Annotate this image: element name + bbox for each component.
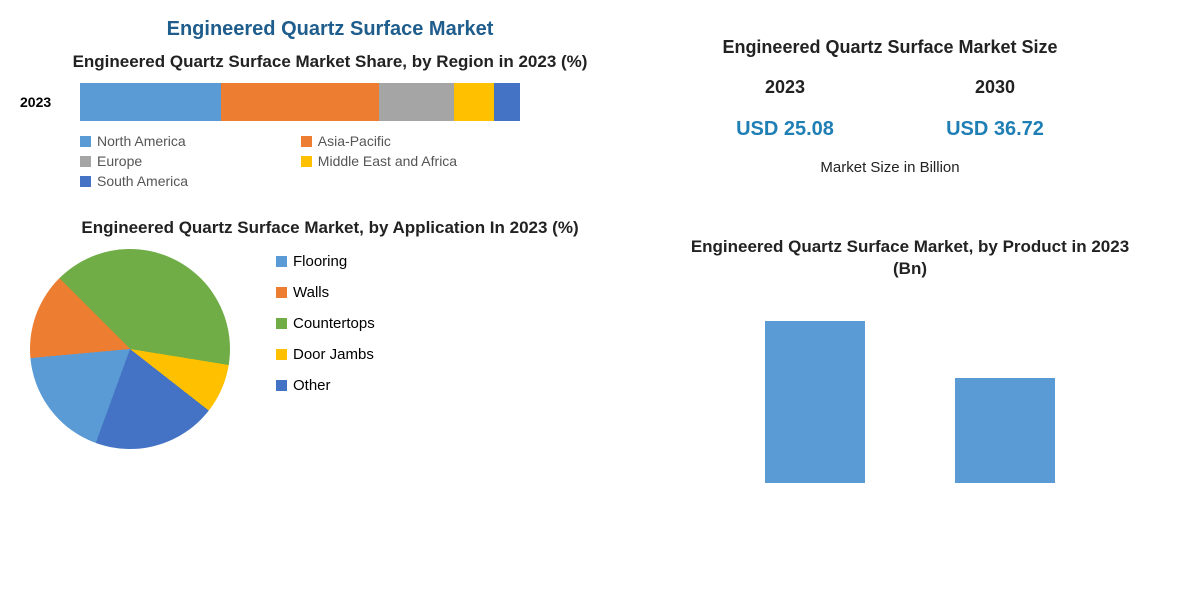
legend-label: Door Jambs <box>293 346 374 363</box>
legend-swatch <box>276 318 287 329</box>
market-size-columns: 2023 USD 25.08 2030 USD 36.72 <box>680 77 1100 141</box>
legend-swatch <box>276 256 287 267</box>
region-bar-row: 2023 <box>20 83 640 121</box>
left-column: Engineered Quartz Surface Market Enginee… <box>20 0 640 469</box>
application-legend-item: Flooring <box>276 253 375 270</box>
application-legend-item: Other <box>276 377 375 394</box>
application-legend-item: Countertops <box>276 315 375 332</box>
legend-swatch <box>301 156 312 167</box>
page-title: Engineered Quartz Surface Market <box>20 18 640 41</box>
application-chart-body: Flooring Walls Countertops Door Jambs Other <box>20 249 640 469</box>
legend-label: Asia-Pacific <box>318 133 391 149</box>
legend-swatch <box>276 287 287 298</box>
legend-label: North America <box>97 133 186 149</box>
market-size-value-0: USD 25.08 <box>736 118 834 141</box>
region-legend-item: Middle East and Africa <box>301 153 522 169</box>
application-chart: Engineered Quartz Surface Market, by App… <box>20 217 640 469</box>
legend-label: Walls <box>293 284 329 301</box>
region-legend-item: Europe <box>80 153 301 169</box>
region-share-chart: Engineered Quartz Surface Market Share, … <box>20 51 640 193</box>
market-size-value-1: USD 36.72 <box>946 118 1044 141</box>
product-bars-area <box>680 293 1140 483</box>
product-bar <box>765 321 865 483</box>
region-seg-asia-pacific <box>221 83 379 121</box>
legend-swatch <box>80 176 91 187</box>
region-seg-south-america <box>494 83 520 121</box>
application-legend: Flooring Walls Countertops Door Jambs Other <box>276 253 375 408</box>
legend-label: Middle East and Africa <box>318 153 457 169</box>
legend-swatch <box>80 136 91 147</box>
application-legend-item: Walls <box>276 284 375 301</box>
market-size-block: Engineered Quartz Surface Market Size 20… <box>680 36 1100 176</box>
legend-swatch <box>301 136 312 147</box>
application-legend-item: Door Jambs <box>276 346 375 363</box>
product-chart-title: Engineered Quartz Surface Market, by Pro… <box>680 236 1140 280</box>
market-size-year-0: 2023 <box>736 77 834 98</box>
region-seg-north-america <box>80 83 221 121</box>
legend-label: Flooring <box>293 253 347 270</box>
market-size-col-1: 2030 USD 36.72 <box>946 77 1044 141</box>
region-legend: North America Asia-Pacific Europe Middle Ea… <box>80 133 540 193</box>
region-legend-item: South America <box>80 173 301 189</box>
right-column: Engineered Quartz Surface Market Size 20… <box>680 0 1180 483</box>
market-size-title: Engineered Quartz Surface Market Size <box>680 36 1100 59</box>
legend-swatch <box>276 349 287 360</box>
product-bar <box>955 378 1055 483</box>
legend-swatch <box>276 380 287 391</box>
region-chart-title: Engineered Quartz Surface Market Share, … <box>20 51 640 73</box>
market-size-unit: Market Size in Billion <box>680 159 1100 176</box>
market-size-year-1: 2030 <box>946 77 1044 98</box>
legend-label: South America <box>97 173 188 189</box>
region-row-label: 2023 <box>20 94 80 110</box>
legend-swatch <box>80 156 91 167</box>
application-pie <box>30 249 230 449</box>
region-legend-item: North America <box>80 133 301 149</box>
product-chart: Engineered Quartz Surface Market, by Pro… <box>680 236 1140 482</box>
region-stacked-bar <box>80 83 520 121</box>
pie-wrap <box>30 249 250 469</box>
legend-label: Europe <box>97 153 142 169</box>
legend-label: Countertops <box>293 315 375 332</box>
market-size-col-0: 2023 USD 25.08 <box>736 77 834 141</box>
application-chart-title: Engineered Quartz Surface Market, by App… <box>20 217 640 239</box>
region-seg-middle-east-and-africa <box>454 83 494 121</box>
legend-label: Other <box>293 377 331 394</box>
region-seg-europe <box>379 83 454 121</box>
region-legend-item: Asia-Pacific <box>301 133 522 149</box>
